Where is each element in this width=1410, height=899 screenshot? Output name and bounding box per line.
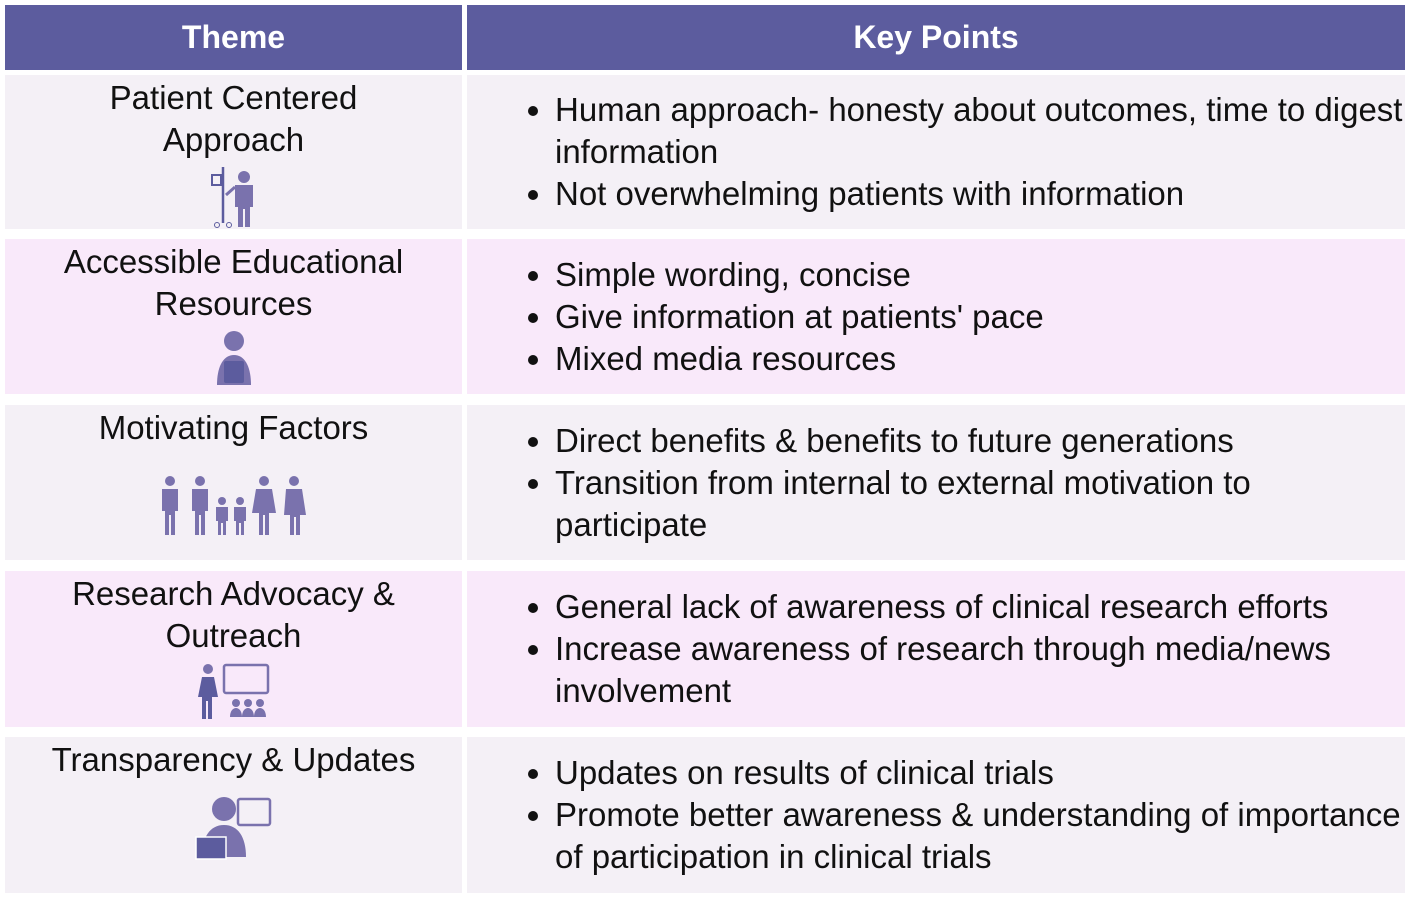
key-points-cell: Human approach- honesty about outcomes, … xyxy=(467,75,1405,229)
key-points-list: Updates on results of clinical trials Pr… xyxy=(467,752,1405,878)
key-points-cell: Updates on results of clinical trials Pr… xyxy=(467,737,1405,893)
key-point: Mixed media resources xyxy=(555,338,1044,380)
key-point: Give information at patients' pace xyxy=(555,296,1044,338)
family-generations-icon xyxy=(161,476,306,535)
person-reading-tablet-icon xyxy=(216,331,251,385)
key-point: Direct benefits & benefits to future gen… xyxy=(555,420,1405,462)
presenter-audience-icon xyxy=(197,663,269,719)
key-points-list: Human approach- honesty about outcomes, … xyxy=(467,89,1405,215)
patient-iv-pole-icon xyxy=(210,167,253,228)
key-point: Not overwhelming patients with informati… xyxy=(555,173,1405,215)
theme-label: Motivating Factors xyxy=(98,409,369,446)
key-points-cell: General lack of awareness of clinical re… xyxy=(467,571,1405,727)
theme-cell: Transparency & Updates xyxy=(5,737,462,893)
key-points-list: Simple wording, concise Give information… xyxy=(467,254,1044,380)
key-point: General lack of awareness of clinical re… xyxy=(555,586,1405,628)
key-point: Transition from internal to external mot… xyxy=(555,462,1405,546)
key-point: Promote better awareness & understanding… xyxy=(555,794,1405,878)
person-reading-board-icon xyxy=(194,797,271,860)
theme-cell: Patient Centered Approach xyxy=(5,75,462,229)
key-points-cell: Simple wording, concise Give information… xyxy=(467,239,1405,394)
theme-cell: Research Advocacy & Outreach xyxy=(5,571,462,727)
key-points-list: General lack of awareness of clinical re… xyxy=(467,586,1405,712)
header-theme-label: Theme xyxy=(181,19,286,55)
header-theme: Theme xyxy=(5,5,462,70)
key-points-cell: Direct benefits & benefits to future gen… xyxy=(467,405,1405,560)
theme-cell: Motivating Factors xyxy=(5,405,462,560)
theme-label: Patient Centered Approach xyxy=(109,79,358,158)
theme-label: Transparency & Updates xyxy=(51,741,416,778)
header-key-points: Key Points xyxy=(467,5,1405,70)
key-point: Simple wording, concise xyxy=(555,254,1044,296)
key-point: Human approach- honesty about outcomes, … xyxy=(555,89,1405,173)
key-points-list: Direct benefits & benefits to future gen… xyxy=(467,420,1405,546)
theme-cell: Accessible Educational Resources xyxy=(5,239,462,394)
theme-label: Research Advocacy & Outreach xyxy=(72,575,395,654)
key-point: Updates on results of clinical trials xyxy=(555,752,1405,794)
header-key-points-label: Key Points xyxy=(853,19,1019,55)
key-point: Increase awareness of research through m… xyxy=(555,628,1405,712)
theme-label: Accessible Educational Resources xyxy=(63,243,404,322)
